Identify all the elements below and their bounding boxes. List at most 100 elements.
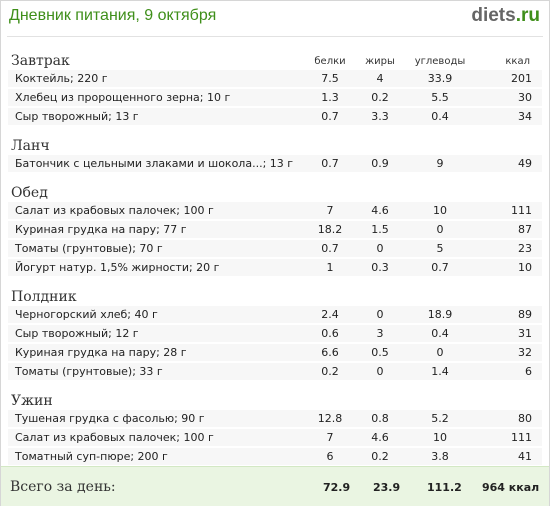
food-name: Хлебец из пророщенного зерна; 10 г [8, 88, 305, 108]
food-fat: 0.8 [355, 410, 405, 429]
food-fat: 0 [355, 239, 405, 259]
empty-cell [475, 173, 542, 202]
food-kcal: 41 [475, 447, 542, 467]
empty-cell [305, 173, 355, 202]
column-header-carbs: углеводы [414, 56, 466, 67]
food-carbs: 0 [405, 220, 475, 240]
food-row[interactable]: Сыр творожный; 12 г 0.6 3 0.4 31 [8, 324, 542, 344]
food-row[interactable]: Томаты (грунтовые); 33 г 0.2 0 1.4 6 [8, 362, 542, 382]
food-row[interactable]: Батончик с цельными злаками и шокола...;… [8, 155, 542, 174]
logo-tld: .ru [515, 5, 540, 26]
food-row[interactable]: Черногорский хлеб; 40 г 2.4 0 18.9 89 [8, 306, 542, 325]
food-name: Салат из крабовых палочек; 100 г [8, 202, 305, 221]
food-kcal: 111 [475, 428, 542, 448]
empty-cell [355, 126, 405, 155]
food-carbs: 10 [405, 202, 475, 221]
empty-cell [475, 277, 542, 306]
food-protein: 18.2 [305, 220, 355, 240]
column-header-fat: жиры [365, 56, 395, 67]
food-name: Томатный суп-пюре; 200 г [8, 447, 305, 467]
food-protein: 12.8 [305, 410, 355, 429]
food-row[interactable]: Салат из крабовых палочек; 100 г 7 4.6 10 11… [8, 428, 542, 448]
food-protein: 6 [305, 447, 355, 467]
empty-cell [475, 126, 542, 155]
food-row[interactable]: Хлебец из пророщенного зерна; 10 г 1.3 0.2… [8, 88, 542, 108]
meal-name: Ланч [11, 138, 50, 154]
food-protein: 7 [305, 202, 355, 221]
food-kcal: 6 [475, 362, 542, 382]
food-fat: 0.2 [355, 447, 405, 467]
food-fat: 0.2 [355, 88, 405, 108]
food-carbs: 5 [405, 239, 475, 259]
food-name: Томаты (грунтовые); 33 г [8, 362, 305, 382]
food-row[interactable]: Куриная грудка на пару; 28 г 6.6 0.5 0 32 [8, 343, 542, 363]
food-carbs: 9 [405, 155, 475, 174]
empty-cell [475, 381, 542, 410]
food-row[interactable]: Коктейль; 220 г 7.5 4 33.9 201 [8, 70, 542, 89]
food-name: Коктейль; 220 г [8, 70, 305, 89]
food-kcal: 201 [475, 70, 542, 89]
food-fat: 0.5 [355, 343, 405, 363]
food-row[interactable]: Йогурт натур. 1,5% жирности; 20 г 1 0.3 0.7… [8, 258, 542, 278]
food-name: Томаты (грунтовые); 70 г [8, 239, 305, 259]
food-name: Батончик с цельными злаками и шокола...;… [8, 155, 305, 174]
daily-total-bar: Всего за день: 72.9 23.9 111.2 964 ккал [1, 466, 549, 506]
food-fat: 3.3 [355, 107, 405, 127]
food-carbs: 0 [405, 343, 475, 363]
food-kcal: 49 [475, 155, 542, 174]
empty-cell [355, 277, 405, 306]
food-row[interactable]: Сыр творожный; 13 г 0.7 3.3 0.4 34 [8, 107, 542, 127]
site-logo[interactable]: diets.ru [471, 5, 540, 27]
food-row[interactable]: Тушеная грудка с фасолью; 90 г 12.8 0.8 5.2… [8, 410, 542, 429]
food-name: Тушеная грудка с фасолью; 90 г [8, 410, 305, 429]
food-name: Куриная грудка на пару; 77 г [8, 220, 305, 240]
food-protein: 1.3 [305, 88, 355, 108]
food-kcal: 89 [475, 306, 542, 325]
total-fat: 23.9 [373, 481, 401, 494]
food-carbs: 10 [405, 428, 475, 448]
food-fat: 0.9 [355, 155, 405, 174]
food-protein: 0.7 [305, 239, 355, 259]
food-fat: 4.6 [355, 202, 405, 221]
food-kcal: 87 [475, 220, 542, 240]
meal-header-row: Завтрак белки жиры углеводы ккал [8, 45, 542, 70]
food-carbs: 0.4 [405, 107, 475, 127]
column-header-protein: белки [314, 56, 346, 67]
food-row[interactable]: Томатный суп-пюре; 200 г 6 0.2 3.8 41 [8, 447, 542, 467]
food-fat: 3 [355, 324, 405, 344]
food-name: Сыр творожный; 12 г [8, 324, 305, 344]
food-kcal: 111 [475, 202, 542, 221]
food-name: Черногорский хлеб; 40 г [8, 306, 305, 325]
food-name: Салат из крабовых палочек; 100 г [8, 428, 305, 448]
empty-cell [355, 381, 405, 410]
food-carbs: 5.5 [405, 88, 475, 108]
food-protein: 0.7 [305, 107, 355, 127]
column-header-kcal: ккал [505, 56, 530, 67]
food-fat: 1.5 [355, 220, 405, 240]
food-kcal: 31 [475, 324, 542, 344]
total-carbs: 111.2 [427, 481, 462, 494]
empty-cell [405, 173, 475, 202]
total-kcal: 964 ккал [482, 481, 540, 494]
empty-cell [405, 277, 475, 306]
food-row[interactable]: Куриная грудка на пару; 77 г 18.2 1.5 0 87 [8, 220, 542, 240]
meal-header-row: Обед [8, 173, 542, 202]
food-kcal: 34 [475, 107, 542, 127]
food-fat: 4.6 [355, 428, 405, 448]
page-title: Дневник питания, 9 октября [9, 7, 217, 24]
food-fat: 4 [355, 70, 405, 89]
food-row[interactable]: Томаты (грунтовые); 70 г 0.7 0 5 23 [8, 239, 542, 259]
food-kcal: 32 [475, 343, 542, 363]
total-label: Всего за день: [10, 479, 116, 495]
header: Дневник питания, 9 октября diets.ru [1, 1, 549, 35]
food-carbs: 3.8 [405, 447, 475, 467]
empty-cell [405, 126, 475, 155]
food-fat: 0 [355, 362, 405, 382]
food-kcal: 80 [475, 410, 542, 429]
food-row[interactable]: Салат из крабовых палочек; 100 г 7 4.6 10 11… [8, 202, 542, 221]
total-protein: 72.9 [323, 481, 351, 494]
food-kcal: 23 [475, 239, 542, 259]
meal-header-row: Ужин [8, 381, 542, 410]
empty-cell [355, 173, 405, 202]
